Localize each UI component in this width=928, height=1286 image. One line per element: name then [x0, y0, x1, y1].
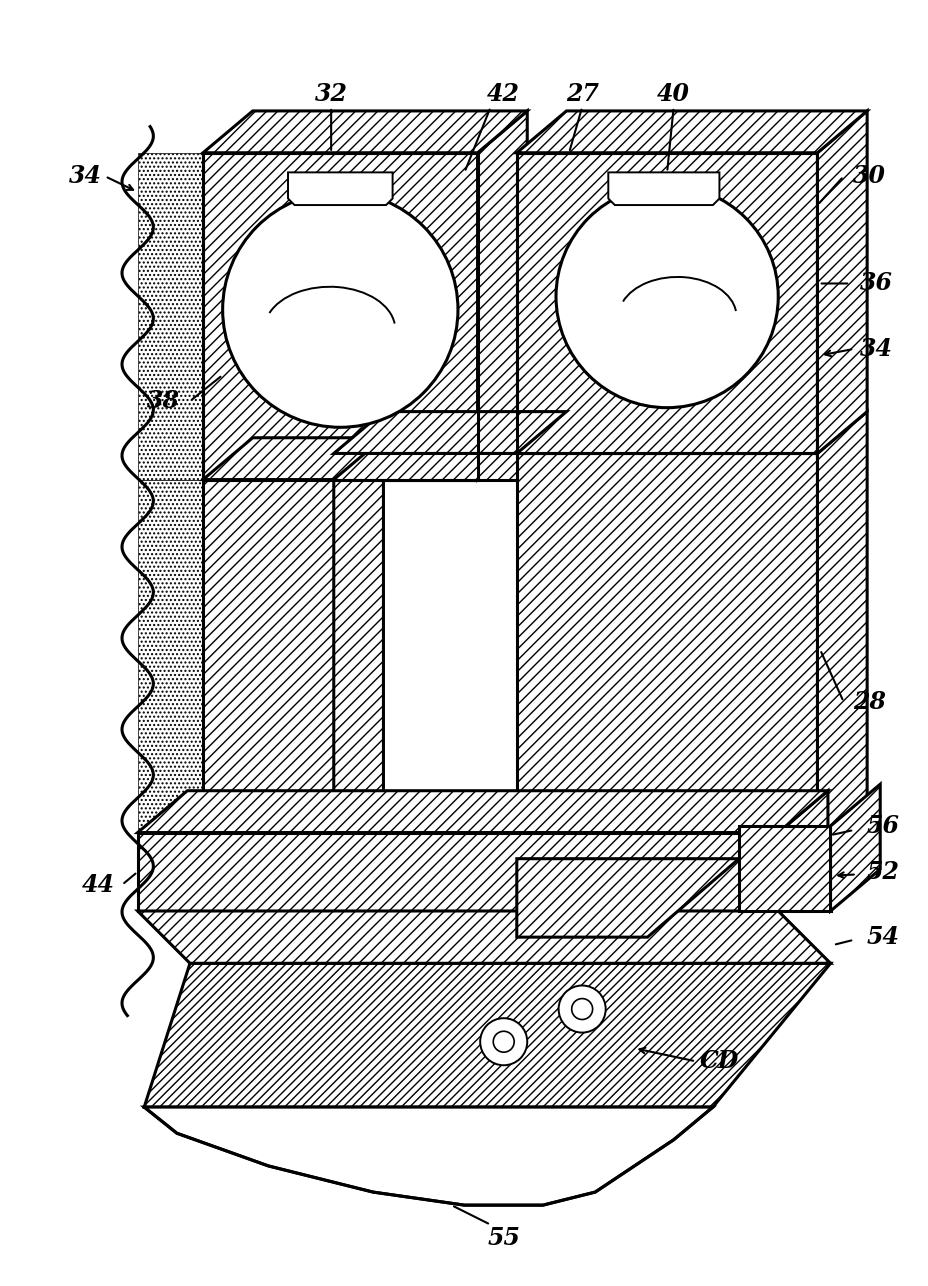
Text: 34: 34: [859, 337, 892, 361]
Polygon shape: [778, 791, 827, 910]
Circle shape: [493, 1031, 513, 1052]
Polygon shape: [516, 111, 866, 153]
Polygon shape: [144, 1107, 712, 1205]
Circle shape: [571, 999, 592, 1020]
Polygon shape: [203, 437, 383, 480]
Text: 42: 42: [486, 82, 520, 105]
Text: 36: 36: [859, 271, 892, 296]
Polygon shape: [516, 454, 817, 872]
Polygon shape: [203, 153, 477, 480]
Text: 27: 27: [565, 82, 598, 105]
Text: 40: 40: [656, 82, 690, 105]
Text: 32: 32: [315, 82, 347, 105]
Text: 52: 52: [866, 860, 898, 883]
Polygon shape: [830, 784, 879, 910]
Polygon shape: [516, 859, 739, 937]
Polygon shape: [203, 480, 333, 832]
Polygon shape: [477, 111, 527, 480]
Polygon shape: [516, 153, 817, 454]
Circle shape: [558, 985, 605, 1033]
Polygon shape: [203, 111, 527, 153]
Polygon shape: [137, 791, 827, 832]
Polygon shape: [739, 826, 830, 910]
Text: 34: 34: [69, 165, 102, 188]
Text: 54: 54: [866, 925, 898, 949]
Polygon shape: [817, 412, 866, 872]
Circle shape: [556, 185, 778, 408]
Polygon shape: [137, 832, 778, 910]
Polygon shape: [333, 454, 516, 480]
Polygon shape: [608, 172, 718, 204]
Polygon shape: [817, 111, 866, 454]
Polygon shape: [137, 480, 203, 832]
Text: 55: 55: [486, 1226, 520, 1250]
Polygon shape: [144, 963, 830, 1107]
Polygon shape: [137, 153, 203, 480]
Circle shape: [480, 1019, 527, 1065]
Polygon shape: [288, 172, 393, 204]
Text: 44: 44: [82, 873, 115, 896]
Text: 30: 30: [852, 165, 885, 188]
Text: CD: CD: [699, 1049, 739, 1074]
Text: 56: 56: [866, 814, 898, 838]
Polygon shape: [333, 412, 566, 454]
Polygon shape: [333, 437, 383, 832]
Text: 38: 38: [148, 390, 180, 413]
Text: 28: 28: [852, 689, 885, 714]
Circle shape: [223, 192, 458, 427]
Polygon shape: [137, 910, 830, 963]
